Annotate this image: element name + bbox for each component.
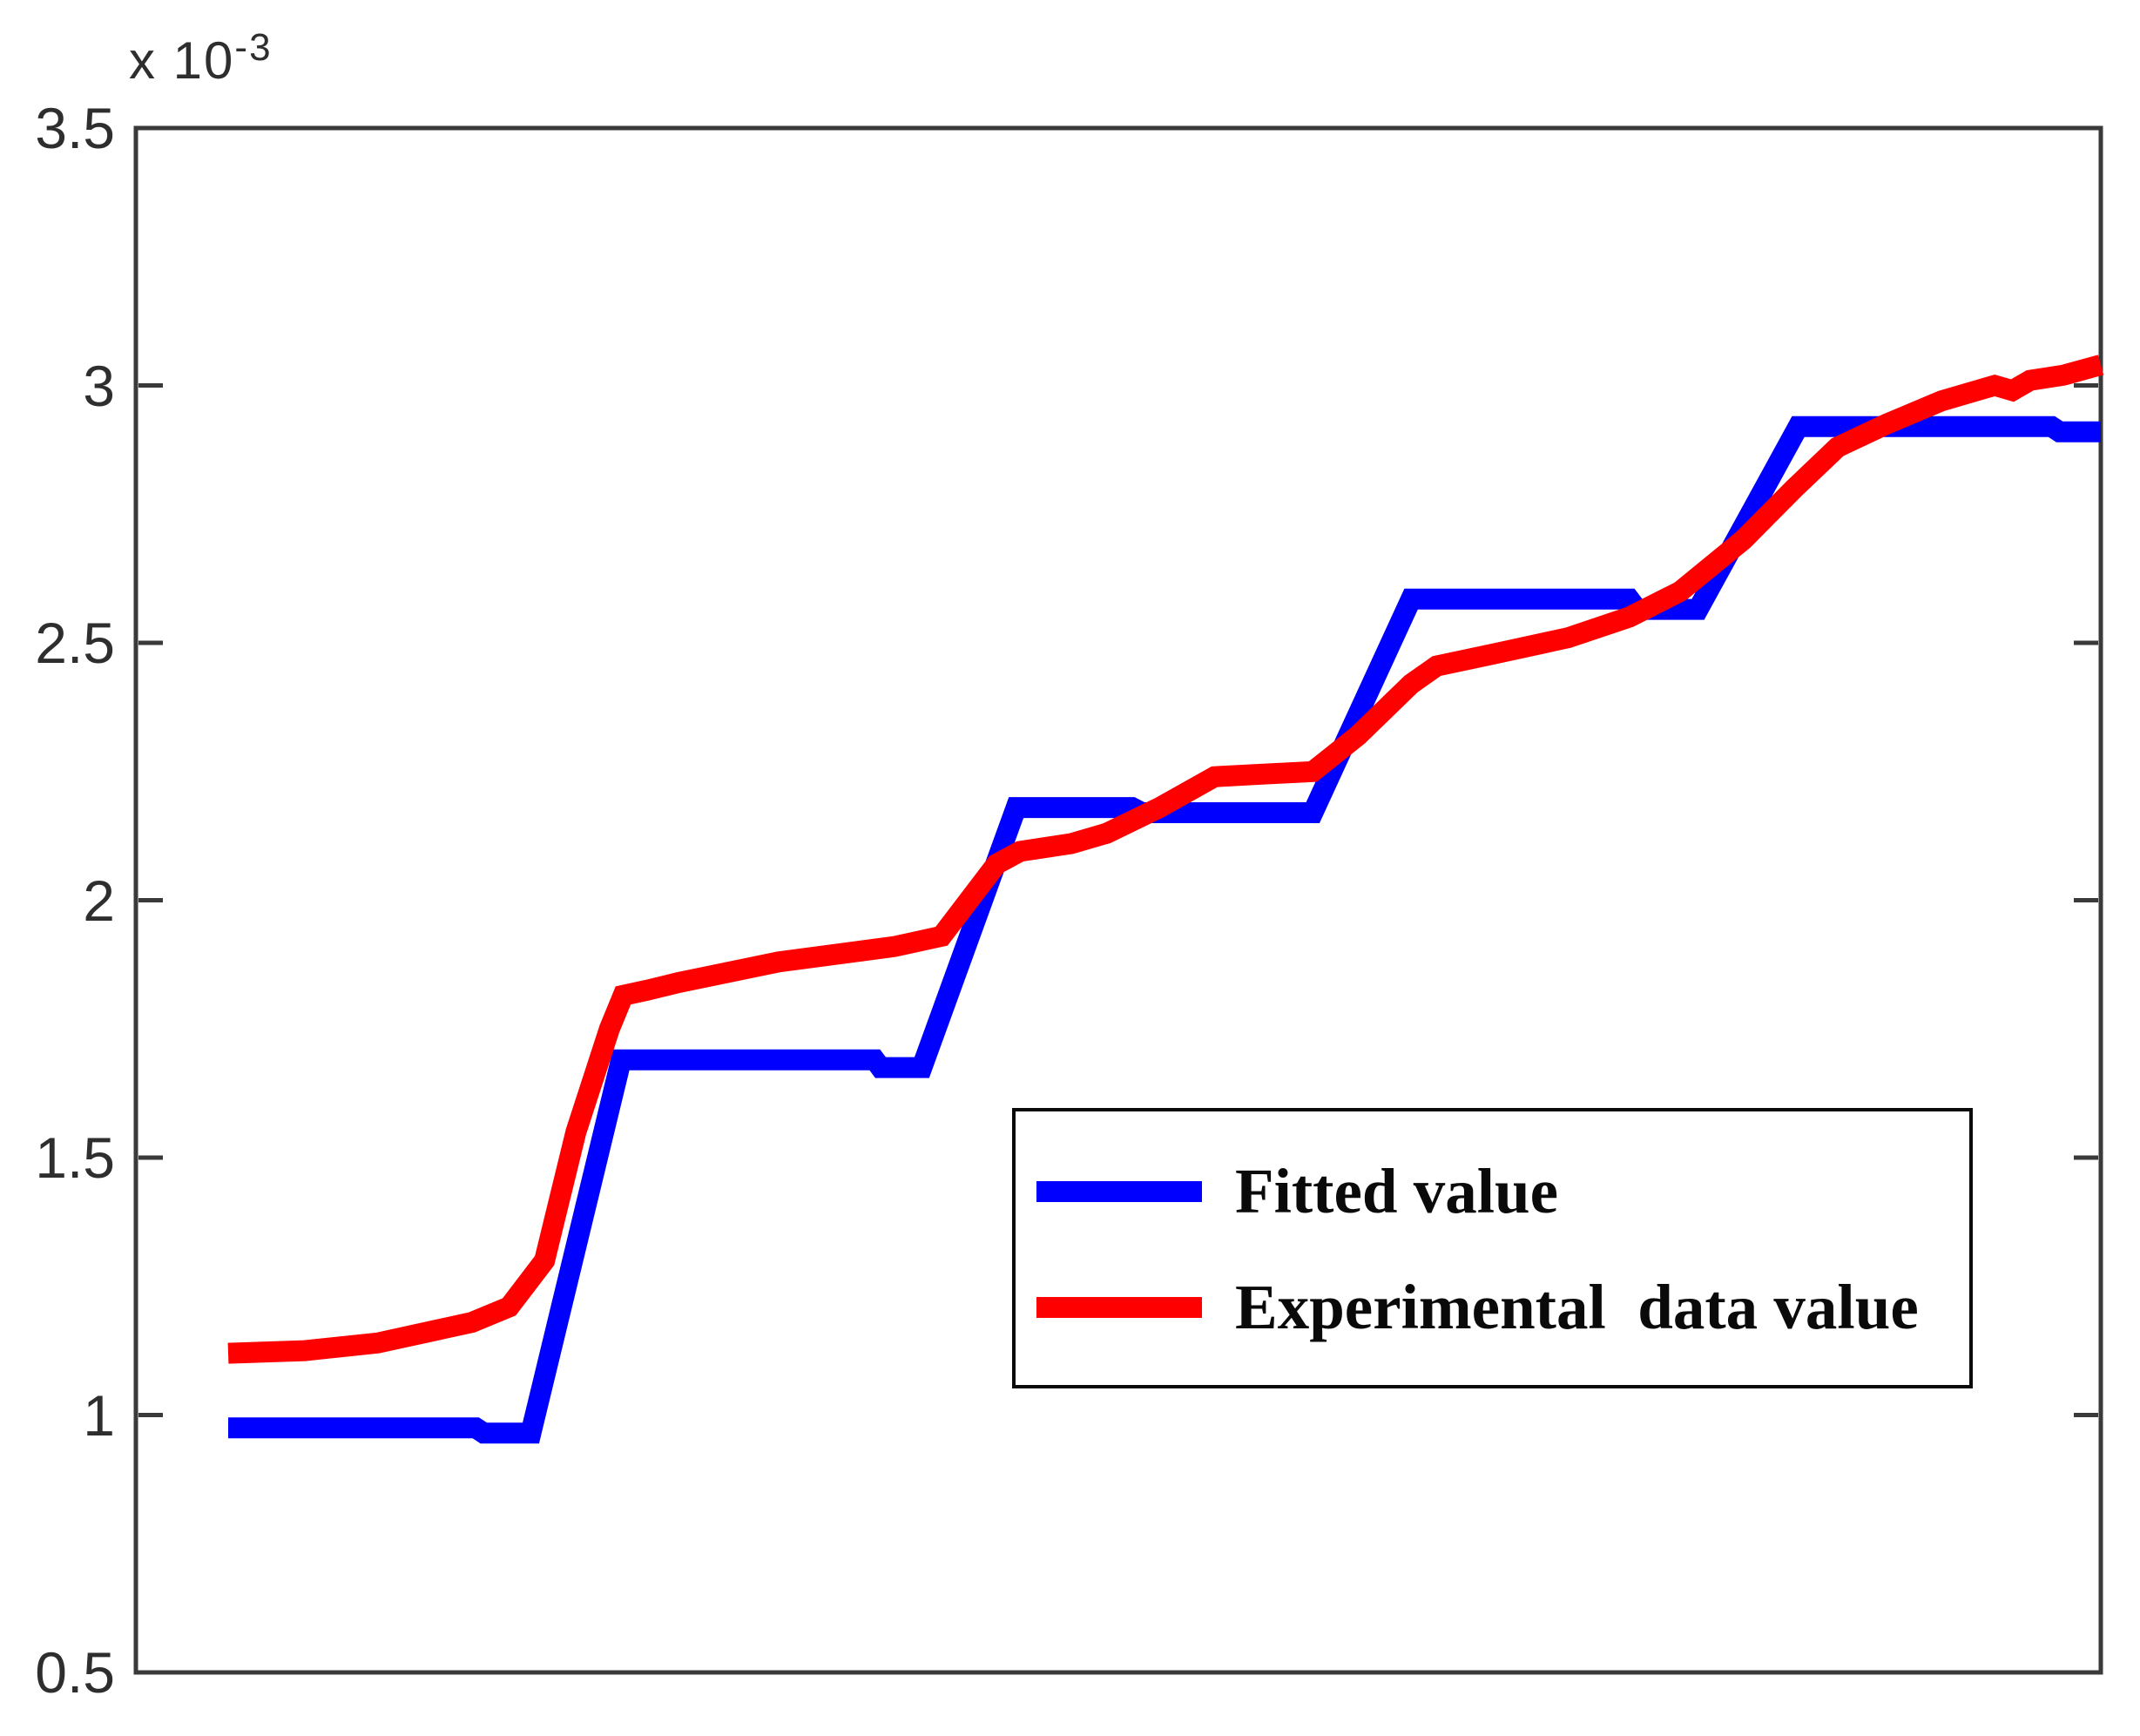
legend-item-fitted: Fitted value (1036, 1153, 1969, 1230)
legend-item-experimental: Experimental data value (1036, 1269, 1969, 1346)
experimental-data-line (227, 355, 2104, 1364)
y-axis-exponent-power: -3 (234, 26, 273, 69)
y-tick-label: 2 (83, 868, 115, 933)
legend-label-experimental: Experimental data value (1235, 1272, 1919, 1342)
y-tick-label: 1.5 (35, 1125, 115, 1190)
experimental-data-swatch-icon (1036, 1297, 1202, 1318)
legend-label-fitted: Fitted value (1235, 1156, 1559, 1226)
y-tick-label: 2.5 (35, 611, 115, 675)
axes-box (133, 125, 2103, 1675)
y-tick-label: 3.5 (35, 96, 115, 160)
y-axis-exponent-base: x 10 (129, 31, 235, 90)
y-tick-label: 1 (83, 1382, 115, 1448)
y-axis-exponent-label: x 10-3 (129, 26, 273, 91)
y-tick-label: 0.5 (35, 1640, 115, 1705)
y-tick-label: 3 (83, 353, 115, 418)
legend: Fitted value Experimental data value (1012, 1108, 1973, 1388)
fitted-value-swatch-icon (1036, 1181, 1202, 1202)
